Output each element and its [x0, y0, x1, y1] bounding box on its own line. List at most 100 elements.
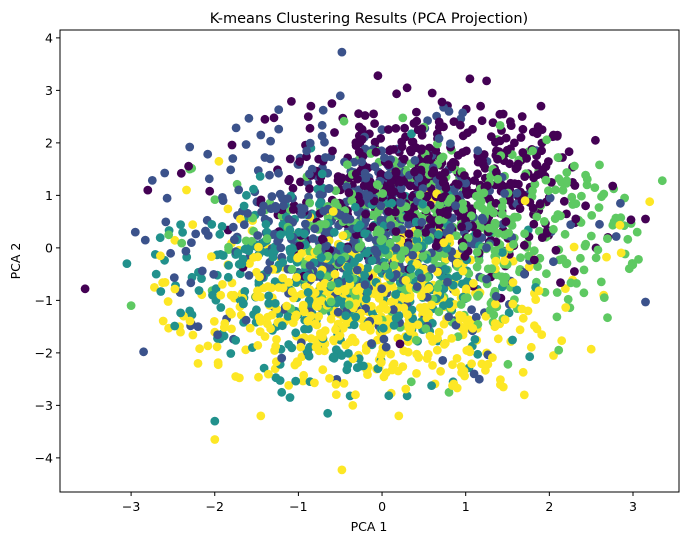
- data-point-cluster-2: [176, 308, 186, 318]
- data-point-cluster-0: [537, 168, 547, 178]
- data-point-cluster-4: [518, 313, 528, 323]
- data-point-cluster-2: [361, 294, 371, 304]
- data-point-cluster-1: [320, 153, 330, 162]
- data-point-cluster-3: [262, 234, 272, 244]
- data-point-cluster-4: [223, 204, 233, 214]
- data-point-cluster-4: [519, 390, 529, 400]
- data-point-cluster-0: [529, 255, 539, 265]
- data-point-cluster-2: [444, 299, 454, 309]
- data-point-cluster-2: [277, 321, 287, 331]
- data-point-cluster-2: [378, 323, 388, 333]
- data-point-cluster-0: [520, 172, 530, 182]
- data-point-cluster-1: [160, 168, 170, 178]
- data-point-cluster-4: [282, 301, 292, 311]
- data-point-cluster-3: [594, 203, 604, 212]
- data-point-cluster-4: [212, 342, 222, 352]
- data-point-cluster-4: [318, 365, 328, 375]
- data-point-cluster-1: [349, 157, 359, 167]
- data-point-cluster-3: [443, 197, 453, 207]
- data-point-cluster-3: [484, 223, 494, 233]
- data-point-cluster-1: [545, 193, 555, 203]
- data-point-cluster-4: [452, 354, 462, 363]
- data-point-cluster-0: [492, 168, 501, 177]
- data-point-cluster-2: [418, 199, 428, 209]
- data-point-cluster-0: [269, 113, 279, 123]
- data-point-cluster-3: [596, 277, 606, 287]
- data-point-cluster-2: [434, 230, 443, 239]
- data-point-cluster-4: [401, 384, 411, 394]
- data-point-cluster-0: [518, 124, 528, 134]
- data-point-cluster-2: [270, 299, 280, 308]
- data-point-cluster-4: [388, 361, 398, 371]
- data-point-cluster-4: [534, 286, 544, 296]
- x-tick-label: 1: [462, 499, 470, 514]
- data-point-cluster-3: [586, 231, 596, 241]
- data-point-cluster-2: [354, 354, 364, 363]
- data-point-cluster-3: [623, 234, 633, 244]
- data-point-cluster-1: [471, 312, 481, 322]
- data-point-cluster-1: [500, 189, 509, 198]
- data-point-cluster-3: [541, 175, 551, 185]
- data-point-cluster-0: [506, 117, 515, 126]
- data-point-cluster-1: [520, 269, 529, 279]
- data-point-cluster-4: [337, 465, 347, 475]
- data-point-cluster-4: [245, 323, 255, 333]
- data-point-cluster-0: [519, 240, 529, 250]
- data-point-cluster-1: [381, 342, 391, 352]
- data-point-cluster-3: [210, 195, 220, 205]
- data-point-cluster-4: [424, 283, 434, 293]
- data-point-cluster-0: [641, 214, 650, 224]
- data-point-cluster-4: [267, 283, 276, 293]
- data-point-cluster-1: [278, 194, 287, 203]
- data-point-cluster-4: [296, 342, 306, 352]
- data-point-cluster-3: [339, 116, 349, 126]
- data-point-cluster-4: [398, 362, 408, 371]
- data-point-cluster-1: [324, 184, 333, 194]
- data-point-cluster-1: [357, 157, 367, 167]
- data-point-cluster-1: [417, 217, 427, 227]
- data-point-cluster-3: [385, 238, 395, 248]
- data-point-cluster-1: [549, 257, 558, 267]
- data-point-cluster-0: [421, 228, 430, 237]
- data-point-cluster-0: [460, 251, 470, 261]
- data-point-cluster-4: [452, 258, 462, 268]
- data-point-cluster-4: [213, 360, 223, 370]
- data-point-cluster-4: [615, 220, 625, 230]
- data-point-cluster-4: [311, 319, 320, 329]
- y-tick-label: −4: [35, 450, 53, 465]
- data-point-cluster-2: [305, 342, 315, 352]
- data-point-cluster-2: [215, 229, 225, 239]
- data-point-cluster-3: [456, 300, 466, 309]
- data-point-cluster-0: [385, 146, 394, 156]
- data-point-cluster-2: [337, 351, 347, 360]
- data-point-cluster-3: [516, 253, 525, 263]
- data-point-cluster-4: [616, 248, 626, 258]
- data-point-cluster-3: [472, 247, 482, 257]
- data-point-cluster-3: [539, 217, 549, 226]
- data-point-cluster-4: [318, 332, 327, 342]
- data-point-cluster-4: [339, 379, 349, 388]
- data-point-cluster-3: [634, 255, 643, 264]
- data-point-cluster-1: [451, 201, 460, 211]
- data-point-cluster-4: [382, 305, 391, 314]
- data-point-cluster-0: [184, 161, 194, 171]
- data-point-cluster-3: [493, 174, 503, 184]
- data-point-cluster-0: [482, 76, 491, 86]
- data-point-cluster-2: [240, 287, 250, 296]
- data-point-cluster-3: [415, 190, 425, 200]
- data-point-cluster-1: [213, 330, 223, 340]
- data-point-cluster-2: [334, 295, 344, 305]
- data-point-cluster-1: [377, 284, 387, 294]
- data-point-cluster-1: [423, 116, 432, 125]
- data-point-cluster-4: [209, 317, 219, 326]
- data-point-cluster-4: [569, 242, 579, 252]
- data-point-cluster-0: [608, 181, 618, 191]
- data-point-cluster-2: [367, 308, 377, 318]
- data-point-cluster-3: [400, 246, 410, 256]
- data-point-cluster-4: [500, 256, 509, 266]
- data-point-cluster-2: [362, 248, 371, 258]
- data-point-cluster-3: [373, 264, 383, 274]
- data-point-cluster-0: [422, 191, 432, 201]
- data-point-cluster-4: [270, 346, 279, 355]
- data-point-cluster-0: [344, 188, 354, 198]
